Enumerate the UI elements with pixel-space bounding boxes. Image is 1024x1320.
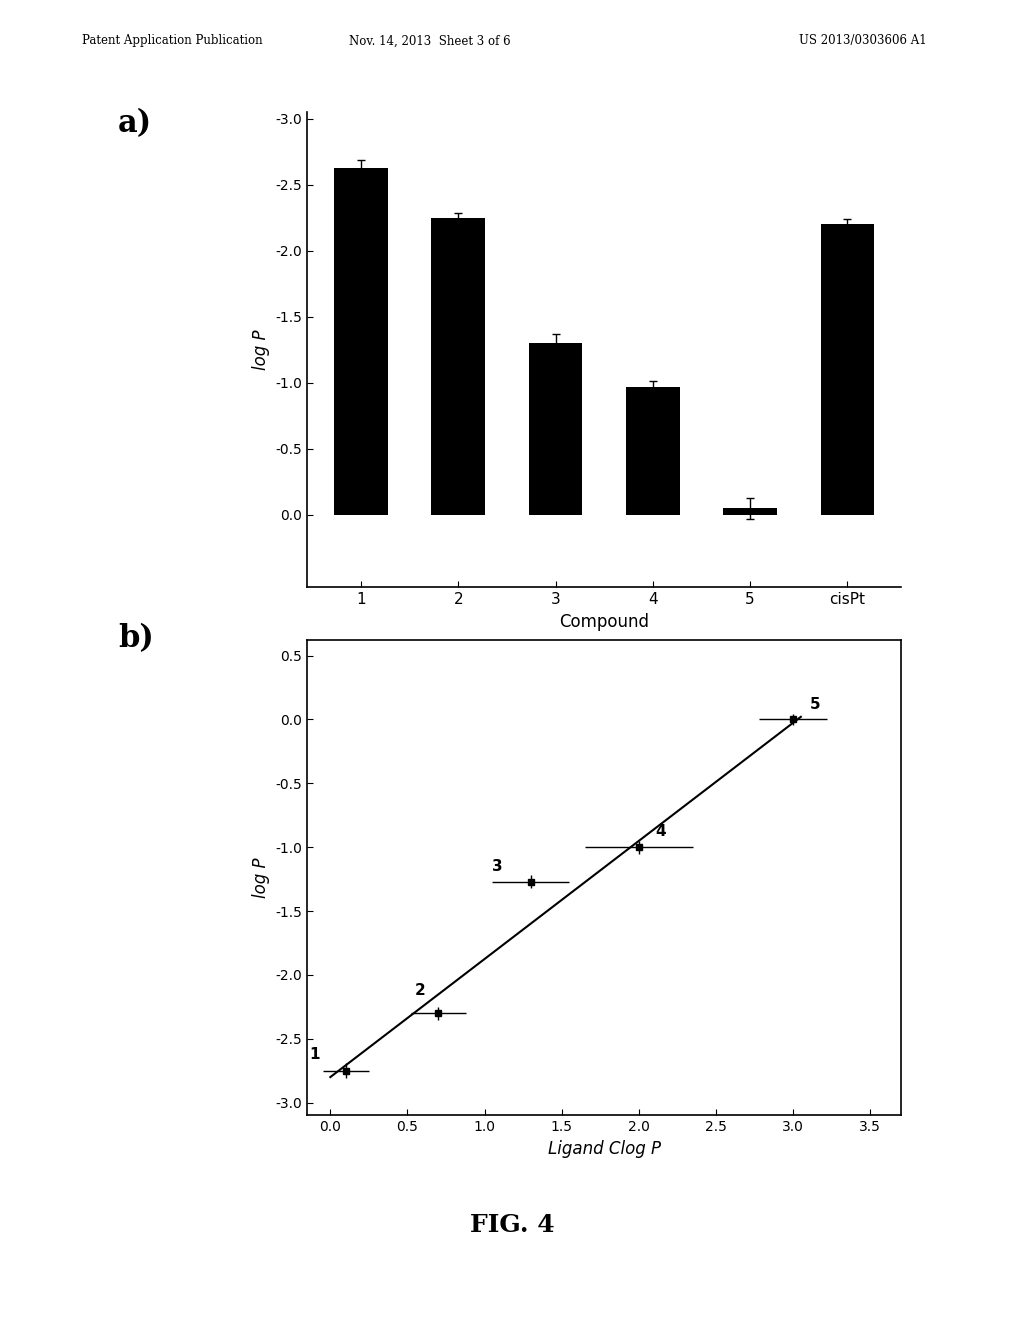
Text: 1: 1: [309, 1047, 321, 1061]
Bar: [820, 224, 874, 515]
Text: 5: 5: [809, 697, 820, 711]
Text: Patent Application Publication: Patent Application Publication: [82, 34, 262, 48]
Bar: [334, 168, 388, 515]
Bar: [626, 387, 680, 515]
Text: a): a): [118, 108, 152, 139]
Text: FIG. 4: FIG. 4: [470, 1213, 554, 1237]
Y-axis label: log P: log P: [252, 330, 270, 370]
Bar: [431, 218, 485, 515]
Text: 2: 2: [415, 983, 425, 998]
Bar: [723, 508, 777, 515]
Text: US 2013/0303606 A1: US 2013/0303606 A1: [799, 34, 927, 48]
Y-axis label: log P: log P: [252, 858, 270, 898]
X-axis label: Compound: Compound: [559, 612, 649, 631]
Text: b): b): [118, 623, 154, 653]
Text: Nov. 14, 2013  Sheet 3 of 6: Nov. 14, 2013 Sheet 3 of 6: [349, 34, 511, 48]
Text: 3: 3: [492, 859, 502, 874]
X-axis label: Ligand Clog P: Ligand Clog P: [548, 1139, 660, 1158]
Bar: [528, 343, 583, 515]
Text: 4: 4: [655, 825, 666, 840]
